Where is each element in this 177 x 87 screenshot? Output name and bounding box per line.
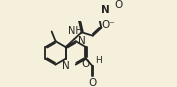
Text: O: O: [114, 1, 122, 10]
Text: O⁻: O⁻: [102, 20, 115, 30]
Text: O: O: [89, 78, 97, 87]
Text: H: H: [95, 56, 102, 65]
Text: N: N: [62, 61, 70, 71]
Text: N: N: [78, 36, 86, 46]
Text: N: N: [101, 5, 110, 15]
Text: NH: NH: [67, 26, 82, 36]
Text: O: O: [82, 59, 90, 69]
